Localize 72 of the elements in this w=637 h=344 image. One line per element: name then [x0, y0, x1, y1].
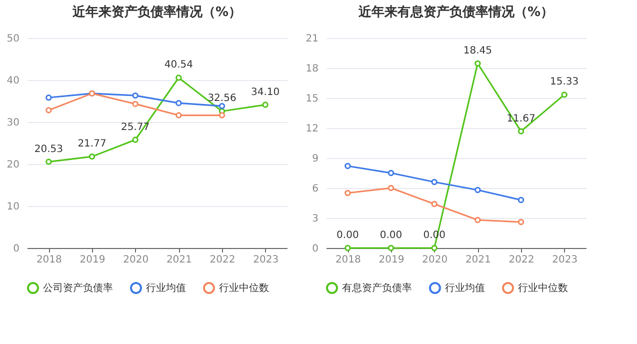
- point: [218, 112, 226, 118]
- x-tick-label: 2018: [36, 254, 62, 266]
- x-tick-label: 2019: [80, 254, 106, 266]
- point: [474, 60, 481, 67]
- y-tick-label: 18: [306, 64, 318, 74]
- legend-label: 行业中位数: [518, 282, 568, 294]
- point: [132, 92, 138, 99]
- point: [176, 112, 182, 118]
- point: [388, 184, 394, 192]
- point: [46, 94, 52, 101]
- x-tick-label: 2023: [253, 254, 279, 266]
- y-tick-label: 20: [6, 160, 20, 170]
- point: [132, 100, 138, 108]
- data-label: 21.77: [78, 138, 106, 150]
- point: [344, 244, 351, 252]
- legend-label: 行业中位数: [219, 282, 269, 294]
- point: [518, 128, 524, 134]
- point: [474, 216, 481, 224]
- y-tick-label: 50: [6, 34, 20, 44]
- point: [46, 107, 52, 114]
- y-tick-label: 6: [312, 184, 318, 194]
- y-tick-label: 30: [6, 118, 20, 128]
- point: [388, 170, 394, 176]
- x-tick-label: 2021: [465, 254, 491, 266]
- point: [218, 102, 226, 110]
- x-tick-label: 2022: [210, 254, 236, 266]
- point: [132, 136, 138, 143]
- chart-title: 近年来有息资产负债率情况（%）: [357, 4, 554, 20]
- y-tick-label: 0: [312, 244, 318, 254]
- y-tick-label: 40: [6, 76, 20, 86]
- data-label: 0.00: [380, 230, 402, 241]
- point: [176, 100, 182, 106]
- y-tick-label: 21: [306, 34, 318, 44]
- x-tick-label: 2019: [378, 254, 404, 266]
- x-tick-label: 2018: [335, 254, 361, 266]
- point: [388, 244, 394, 252]
- point: [176, 74, 182, 81]
- point: [474, 186, 481, 194]
- chart-title: 近年来资产负债率情况（%）: [71, 4, 242, 20]
- data-label: 15.33: [550, 76, 579, 88]
- y-tick-label: 9: [312, 154, 318, 164]
- point: [431, 200, 438, 208]
- point: [518, 196, 524, 204]
- legend-label: 公司资产负债率: [43, 282, 113, 294]
- point: [561, 92, 568, 98]
- data-label: 32.56: [208, 93, 236, 104]
- point: [518, 218, 524, 226]
- data-label: 40.54: [164, 60, 193, 71]
- legend-label: 行业均值: [445, 282, 485, 294]
- point: [344, 162, 351, 170]
- point: [262, 102, 268, 108]
- data-label: 34.10: [251, 86, 280, 98]
- x-tick-label: 2022: [508, 254, 534, 266]
- point: [344, 190, 351, 196]
- point: [46, 158, 52, 165]
- point: [431, 244, 438, 252]
- x-tick-label: 2020: [123, 254, 149, 266]
- y-tick-label: 12: [306, 124, 318, 134]
- y-tick-label: 3: [312, 214, 318, 224]
- point: [88, 153, 96, 160]
- legend-label: 有息资产负债率: [342, 282, 412, 294]
- x-tick-label: 2023: [552, 254, 578, 266]
- data-label: 18.45: [463, 46, 492, 56]
- legend-label: 行业均值: [146, 282, 186, 294]
- x-tick-label: 2020: [422, 254, 448, 266]
- y-tick-label: 10: [6, 202, 20, 212]
- y-tick-label: 15: [306, 94, 318, 104]
- y-tick-label: 0: [13, 244, 20, 254]
- x-tick-label: 2021: [166, 254, 192, 266]
- point: [431, 178, 438, 186]
- data-label: 20.53: [34, 144, 63, 155]
- data-label: 0.00: [336, 230, 359, 241]
